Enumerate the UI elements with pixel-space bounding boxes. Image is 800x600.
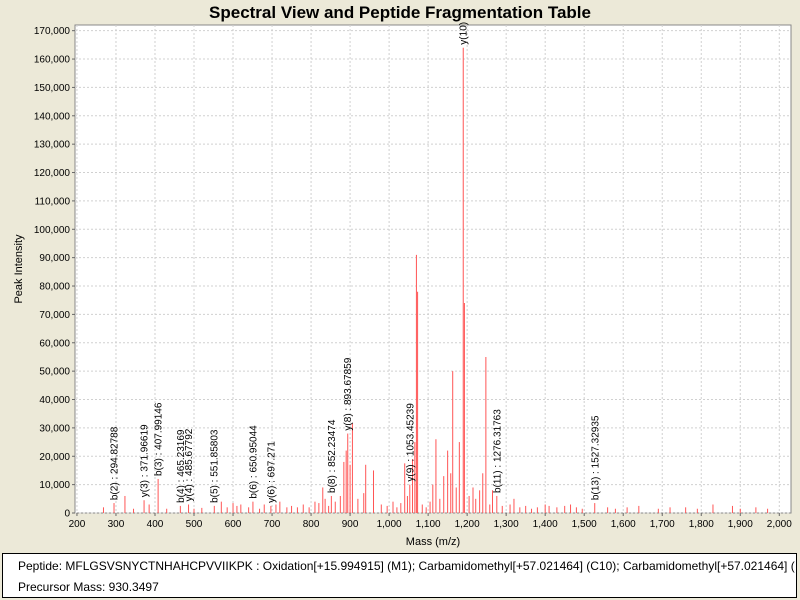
axis-ticks: 0 10,000 20,000 30,000 40,000 50,000 60,000 70,… — [34, 26, 792, 530]
y-tick-label: 70,000 — [39, 310, 70, 321]
peak-annotation-label: b(11) : 1276.31763 — [492, 409, 503, 493]
peak-annotation-label: b(4) : 465.23169 — [176, 429, 187, 503]
peak-annotation-label: y(8) : 893.67859 — [343, 357, 354, 430]
y-tick-label: 160,000 — [34, 55, 71, 66]
x-tick-label: 200 — [69, 519, 86, 530]
y-tick-label: 90,000 — [39, 253, 70, 264]
y-tick-label: 80,000 — [39, 282, 70, 293]
peak-series — [102, 47, 769, 513]
peak-annotation-label: y(6) : 697.271 — [266, 441, 277, 503]
y-tick-label: 130,000 — [34, 140, 71, 151]
peak-annotation-label: y(10) — [459, 22, 470, 45]
y-axis-title: Peak Intensity — [13, 234, 25, 304]
x-tick-label: 1,400 — [533, 519, 558, 530]
precursor-mass: Precursor Mass: 930.3497 — [18, 580, 159, 594]
peak-annotation-label: b(2) : 294.82788 — [109, 426, 120, 500]
peak-annotation-label: b(3) : 407.99146 — [154, 402, 165, 476]
x-tick-label: 400 — [147, 519, 164, 530]
x-tick-label: 300 — [108, 519, 125, 530]
x-tick-label: 1,300 — [494, 519, 519, 530]
y-tick-label: 140,000 — [34, 111, 71, 122]
x-tick-label: 700 — [264, 519, 281, 530]
y-tick-label: 40,000 — [39, 395, 70, 406]
peak-annotations: b(2) : 294.82788 y(3) : 371.96619 b(3) : 4… — [109, 22, 601, 503]
x-tick-label: 1,600 — [611, 519, 636, 530]
y-tick-label: 110,000 — [35, 196, 71, 207]
y-tick-label: 170,000 — [34, 26, 71, 37]
grid-lines — [75, 25, 791, 514]
y-tick-label: 50,000 — [39, 367, 70, 378]
x-axis-title: Mass (m/z) — [406, 536, 460, 548]
x-tick-label: 1,000 — [377, 519, 402, 530]
y-tick-label: 120,000 — [34, 168, 71, 179]
x-tick-label: 1,800 — [689, 519, 714, 530]
peak-annotation-label: b(13) : 1527.32935 — [590, 415, 601, 500]
spectrum-chart: 0 10,000 20,000 30,000 40,000 50,000 60,000 70,… — [13, 22, 792, 548]
y-tick-label: 150,000 — [34, 83, 71, 94]
peptide-info: Peptide: MFLGSVSNYCTNHAHCPVVIIKPK : Oxid… — [18, 559, 795, 573]
x-tick-label: 800 — [303, 519, 320, 530]
y-tick-label: 10,000 — [39, 480, 70, 491]
peak-annotation-label: y(4) : 485.67792 — [184, 428, 195, 501]
peak-annotation-label: y(9) : 1053.45239 — [405, 403, 416, 482]
y-tick-label: 100,000 — [34, 225, 71, 236]
x-tick-label: 1,100 — [416, 519, 441, 530]
x-tick-label: 1,500 — [572, 519, 597, 530]
peak-annotation-label: y(3) : 371.96619 — [140, 424, 151, 497]
x-tick-label: 900 — [342, 519, 359, 530]
y-tick-label: 60,000 — [39, 338, 70, 349]
x-tick-label: 500 — [186, 519, 203, 530]
chart-title: Spectral View and Peptide Fragmentation … — [209, 3, 591, 22]
x-tick-label: 1,200 — [455, 519, 480, 530]
x-tick-label: 1,900 — [728, 519, 753, 530]
x-tick-label: 600 — [225, 519, 242, 530]
peak-annotation-label: b(5) : 551.85803 — [210, 429, 221, 503]
peptide-info-panel: Peptide: MFLGSVSNYCTNHAHCPVVIIKPK : Oxid… — [2, 553, 797, 598]
y-tick-label: 20,000 — [39, 452, 70, 463]
peak-annotation-label: b(8) : 852.23474 — [327, 419, 338, 493]
y-tick-label: 30,000 — [39, 423, 70, 434]
x-tick-label: 1,700 — [650, 519, 675, 530]
y-tick-label: 0 — [64, 509, 70, 520]
peak-annotation-label: b(6) : 650.95044 — [248, 425, 259, 499]
x-tick-label: 2,000 — [767, 519, 792, 530]
